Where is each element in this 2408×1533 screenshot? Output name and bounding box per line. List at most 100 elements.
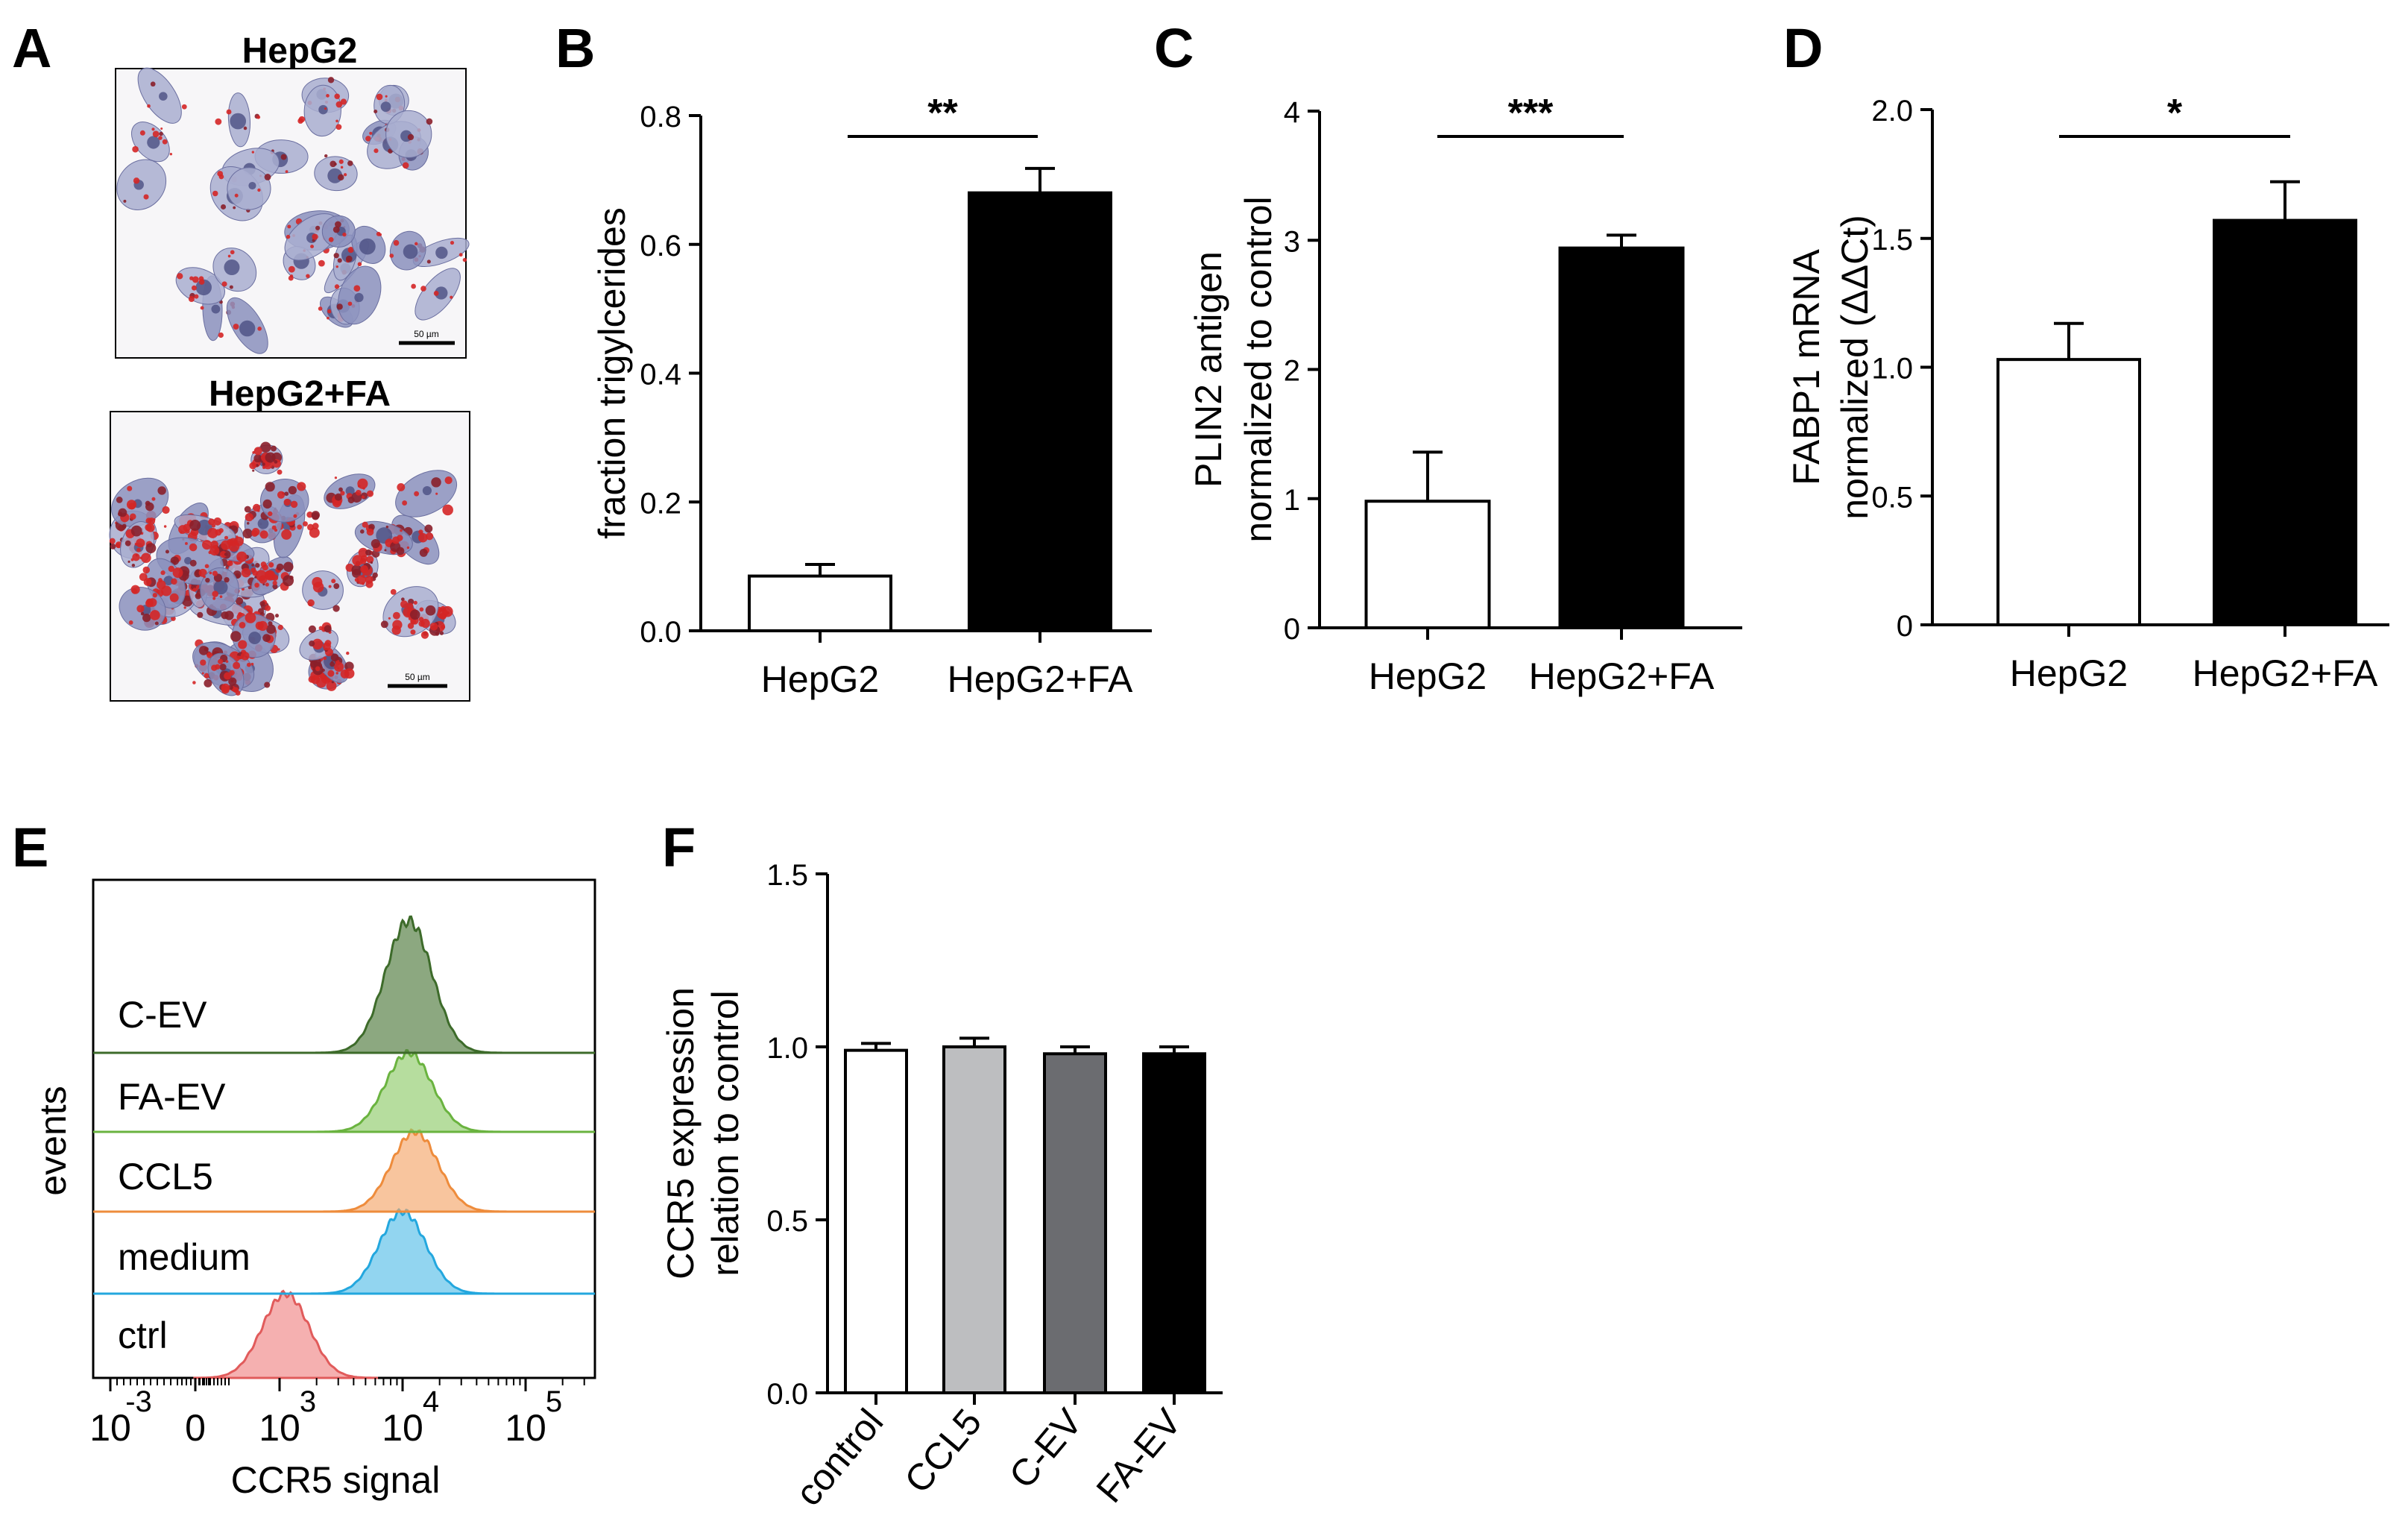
x-axis-label: CCR5 signal [231,1459,441,1501]
lipid-droplet [419,607,424,612]
lipid-droplet [330,661,335,667]
lipid-droplet [347,301,353,306]
lipid-droplet [357,485,361,488]
lipid-droplet [143,194,149,200]
lipid-droplet [200,306,204,310]
lipid-droplet [392,611,400,620]
lipid-droplet [207,527,218,538]
lipid-droplet [251,564,254,567]
bar-hepg2 [1996,358,2141,626]
x-tick-label: control [787,1401,891,1514]
lipid-droplet [171,578,177,585]
lipid-droplet [109,538,116,544]
y-tick-label: 0.0 [640,616,681,649]
bar-hepg2 [1364,500,1491,630]
lipid-droplet [110,544,116,550]
lipid-droplet [262,462,265,466]
lipid-droplet [139,130,145,136]
lipid-droplet [315,225,321,230]
x-tick-label: 10 [505,1407,546,1449]
x-tick-label: HepG2+FA [2193,652,2378,694]
lipid-droplet [420,631,429,639]
lipid-droplet [148,517,156,525]
panel-d-chart: 0 0.5 1.0 1.5 2.0 HepG2 HepG2+FA FABP1 mRNA norm… [1785,92,2389,694]
lipid-droplet [242,528,253,539]
lipid-droplet [262,465,266,470]
lipid-droplet [189,543,198,552]
lipid-droplet [212,190,218,197]
lipid-droplet [125,540,131,547]
lipid-droplet [262,499,272,509]
lipid-droplet [333,253,339,259]
lipid-droplet [433,291,439,296]
lipid-droplet [140,611,145,616]
lipid-droplet [181,595,193,607]
lipid-droplet [245,612,256,623]
cell-nucleus [239,320,256,337]
lipid-droplet [388,617,391,620]
cell-nucleus [213,580,228,595]
x-tick-label: HepG2 [1369,655,1487,697]
lipid-droplet [365,136,371,142]
lipid-droplet [271,525,277,530]
lipid-droplet [344,661,354,671]
lipid-droplet [195,593,202,599]
lipid-droplet [265,452,276,463]
scale-bar-label-hepg2-fa: 50 µm [405,672,430,682]
lipid-droplet [262,583,265,586]
lipid-droplet [139,556,143,560]
x-tick-label: 10 [259,1407,300,1449]
panel-label-a: A [12,17,51,79]
lipid-droplet [411,283,416,289]
lipid-droplet [218,332,224,339]
y-axis-label-2: relation to control [705,990,746,1277]
lipid-droplet [347,247,354,254]
lipid-droplet [417,532,428,543]
lipid-droplet [233,661,241,670]
lipid-droplet [335,101,343,108]
lipid-droplet [145,543,157,554]
scale-bar-label-hepg2: 50 µm [414,329,439,339]
micrograph-hepg2-fa-cells [109,441,458,696]
lipid-droplet [312,576,323,588]
lipid-droplet [284,491,289,497]
lipid-droplet [272,580,277,585]
lipid-droplet [333,583,340,589]
lipid-droplet [246,662,251,667]
y-tick-label: 0.6 [640,230,681,262]
lipid-droplet [409,609,420,620]
lipid-droplet [360,492,368,500]
lipid-droplet [224,553,228,556]
lipid-droplet [267,459,271,462]
series-label-medium: medium [118,1236,250,1278]
lipid-droplet [142,614,151,623]
lipid-droplet [332,605,340,612]
y-axis-label: fraction trigylcerides [591,207,633,539]
lipid-droplet [189,559,197,567]
lipid-droplet [357,478,368,489]
lipid-droplet [374,109,378,113]
y-axis-label: CCR5 expression [660,987,702,1279]
lipid-droplet [333,661,344,672]
panel-label-e: E [12,816,48,878]
lipid-droplet [450,295,453,299]
lipid-droplet [246,522,250,525]
lipid-droplet [205,577,210,583]
lipid-droplet [253,454,262,463]
y-tick-label: 0.8 [640,101,681,133]
lipid-droplet [122,523,127,529]
lipid-droplet [224,576,230,583]
lipid-droplet [227,560,233,567]
lipid-droplet [355,489,362,496]
lipid-droplet [192,588,197,592]
lipid-droplet [254,576,257,579]
lipid-droplet [297,482,306,491]
lipid-droplet [230,250,235,255]
lipid-droplet [331,681,335,684]
lipid-droplet [236,551,248,562]
lipid-droplet [308,602,312,607]
lipid-droplet [380,620,388,629]
lipid-droplet [198,276,204,282]
